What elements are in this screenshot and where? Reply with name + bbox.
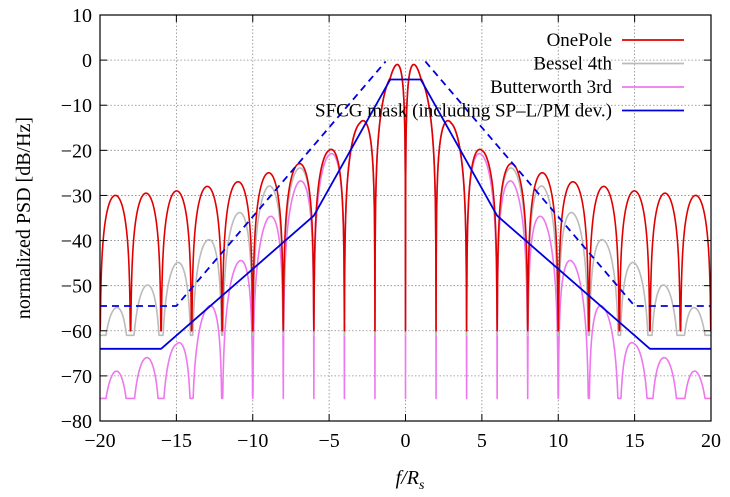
x-tick-label: 20 (701, 430, 721, 452)
y-tick-label: −70 (61, 366, 92, 388)
series-line-0 (100, 63, 711, 332)
x-tick-label: 0 (401, 430, 411, 452)
y-axis-title: normalized PSD [dB/Hz] (13, 117, 35, 319)
y-tick-label: −80 (61, 411, 92, 433)
y-tick-label: −50 (61, 276, 92, 298)
series-layer (100, 60, 711, 400)
legend-label: Butterworth 3rd (490, 77, 612, 98)
y-tick-label: 10 (72, 5, 92, 27)
legend-label: SFCG mask (including SP–L/PM dev.) (315, 101, 612, 122)
series-line-3 (100, 78, 711, 350)
y-tick-label: 0 (82, 50, 92, 72)
x-tick-label: −15 (161, 430, 192, 452)
x-tick-label: −20 (84, 430, 115, 452)
y-tick-label: −40 (61, 231, 92, 253)
axis-ticks: −20 −15 −10 −5 0 5 10 15 20−80−70−60−50−40−30−20… (61, 5, 721, 452)
series-line-2 (100, 63, 711, 400)
y-tick-label: −10 (61, 95, 92, 117)
x-axis-title-main: f/R (396, 467, 419, 489)
x-axis-title-sub: s (419, 478, 425, 493)
x-tick-label: 5 (477, 430, 487, 452)
y-tick-label: −20 (61, 140, 92, 162)
y-tick-label: −30 (61, 185, 92, 207)
x-tick-label: −10 (237, 430, 268, 452)
x-tick-label: 15 (625, 430, 645, 452)
series-line-1 (100, 63, 711, 337)
y-tick-label: −60 (61, 321, 92, 343)
x-tick-label: −5 (318, 430, 339, 452)
series-line-4 (100, 60, 387, 307)
x-axis-title: f/Rs (396, 467, 425, 493)
series-line-5 (424, 60, 711, 307)
x-tick-label: 10 (548, 430, 568, 452)
legend-label: Bessel 4th (533, 54, 612, 75)
legend-label: OnePole (547, 30, 612, 51)
